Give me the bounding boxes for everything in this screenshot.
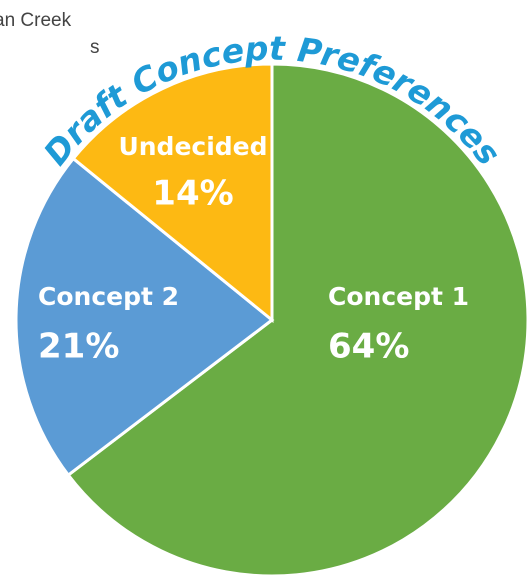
pie-slice [66, 62, 529, 576]
slice-value-label: 64% [328, 327, 409, 367]
slice-label: Undecided [118, 132, 267, 161]
slice-value-label: 14% [152, 174, 233, 214]
annotation: s [90, 37, 100, 58]
annotation: an Creek [0, 10, 72, 31]
pie [14, 62, 529, 576]
pie-slice [14, 156, 275, 478]
pie-slice [71, 62, 274, 324]
slice-value-label: 21% [38, 327, 119, 367]
slice-label: Concept 2 [38, 282, 179, 311]
slice-label: Concept 1 [328, 282, 469, 311]
